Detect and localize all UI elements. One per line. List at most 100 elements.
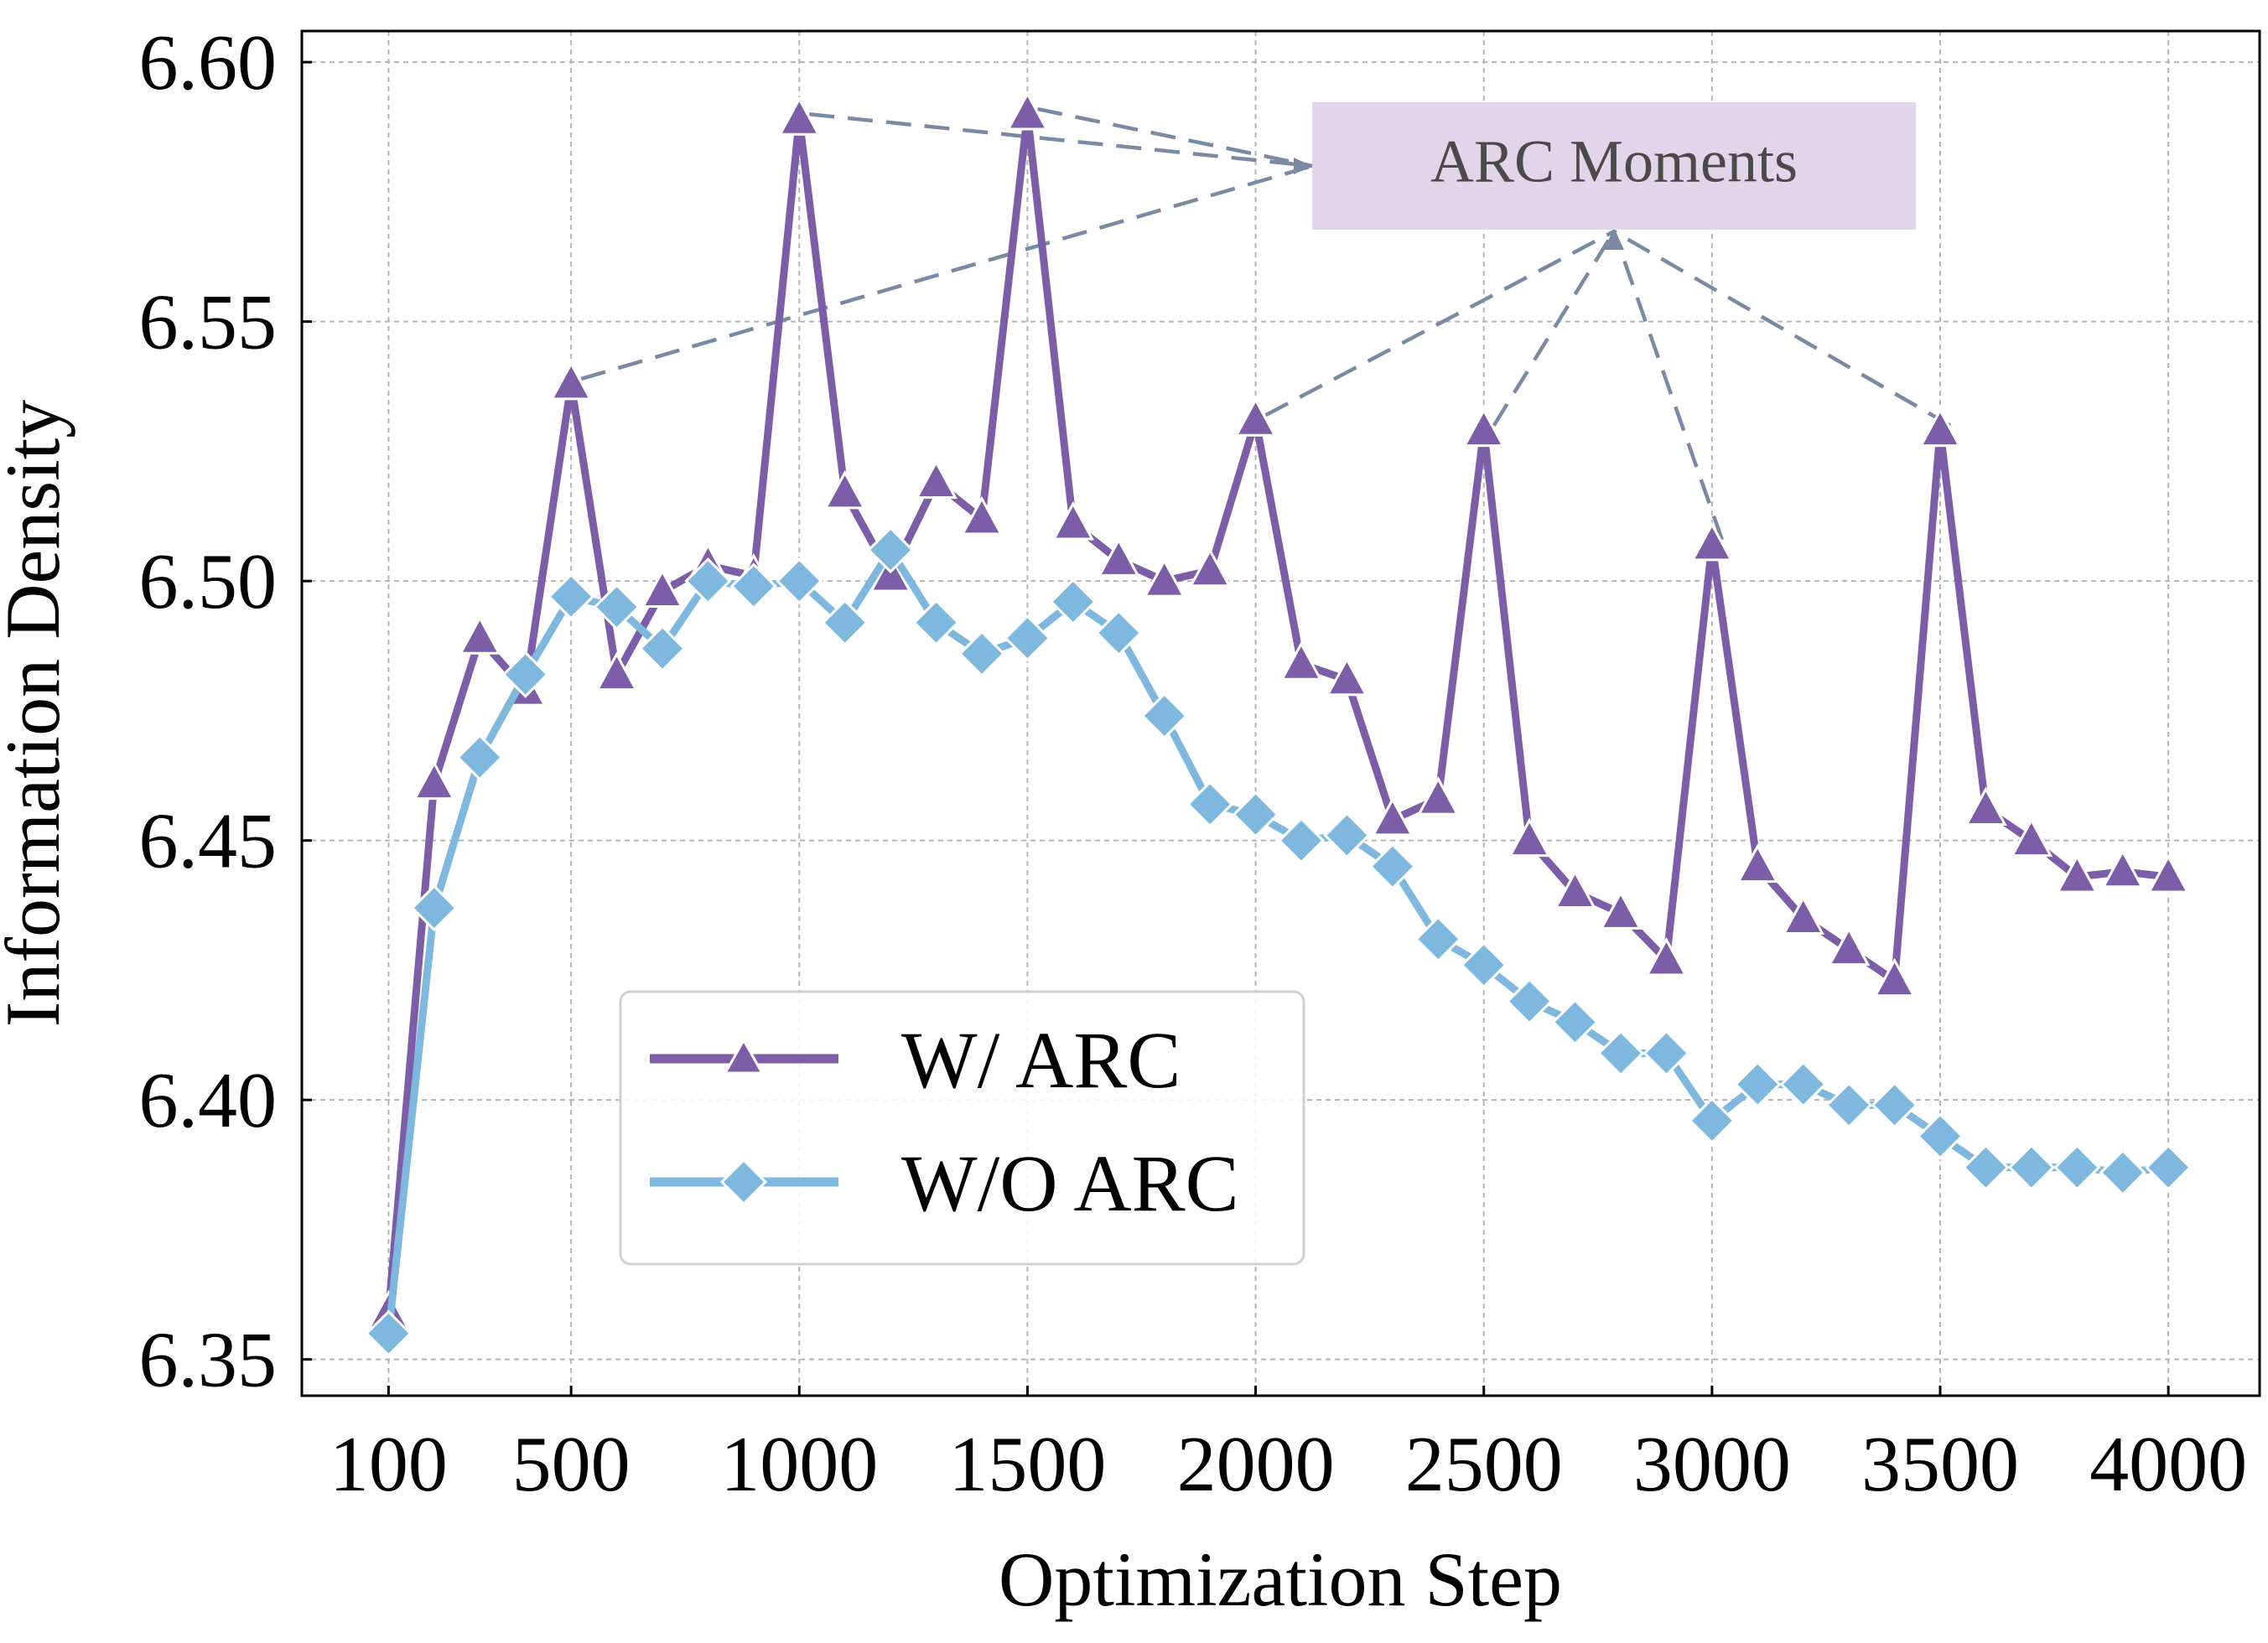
data-point-w-arc [1326,656,1368,697]
annotation-arrow [1036,106,1313,168]
data-point-w-o-arc [912,599,960,646]
annotation-arrow-head [1604,228,1624,250]
data-point-w-arc [1782,895,1825,936]
x-axis-label: Optimization Step [999,1537,1562,1622]
legend-label-w-o-arc: W/O ARC [901,1138,1239,1228]
series-layer [365,91,2193,1357]
data-point-w-o-arc [2099,1148,2146,1196]
data-point-w-arc [1371,796,1414,837]
data-point-w-arc [549,360,593,401]
y-tick-label: 6.40 [139,1057,278,1144]
data-point-w-o-arc [1277,816,1326,864]
y-tick-label: 6.60 [139,19,278,106]
data-point-w-o-arc [1506,977,1554,1025]
x-tick-label: 1000 [720,1421,878,1508]
data-point-w-arc [1143,558,1186,598]
data-point-w-arc [1416,775,1460,816]
data-point-w-arc [2010,817,2053,858]
series-line-w-arc [384,110,2169,1314]
data-point-w-arc [595,651,638,692]
data-point-w-o-arc [1004,614,1051,662]
legend: W/ ARC W/O ARC [619,990,1305,1266]
data-point-w-arc [960,495,1004,536]
data-point-w-o-arc [1688,1096,1736,1145]
data-point-w-arc [2101,848,2145,889]
data-point-w-arc [823,469,867,510]
annotation-box [1312,102,1916,230]
data-point-w-arc [1006,91,1049,131]
data-point-w-arc [1827,926,1871,967]
data-point-w-arc [1873,957,1916,998]
data-point-w-arc [1690,521,1734,562]
y-tick-label: 6.55 [139,279,278,366]
data-point-w-arc [413,760,456,801]
data-point-w-o-arc [1643,1029,1690,1077]
legend-marker-w-arc [723,1037,765,1075]
data-point-w-o-arc [1779,1060,1827,1108]
annotation-arrow [1612,230,1952,428]
data-point-w-arc [1234,397,1277,437]
data-point-w-o-arc [593,583,641,631]
axis-ticks: 100 500 1000 1500 2000 2500 3000 3500 4000 6.35 6.… [139,19,2248,1508]
data-point-w-arc [1279,641,1323,681]
data-point-w-o-arc [501,650,549,698]
data-point-w-arc [1188,547,1232,588]
data-point-w-arc [1051,500,1095,541]
x-tick-label: 2500 [1405,1421,1563,1508]
x-tick-label: 100 [330,1421,448,1508]
data-point-w-o-arc [821,599,869,646]
data-point-w-o-arc [1734,1060,1782,1108]
data-point-w-arc [1964,786,2007,827]
x-tick-label: 2000 [1177,1421,1335,1508]
data-point-w-o-arc [1095,609,1143,657]
data-point-w-o-arc [1186,780,1234,828]
legend-item-w-o-arc: W/O ARC [650,1138,1239,1228]
data-point-w-o-arc [1368,842,1416,890]
data-point-w-o-arc [548,573,595,620]
data-point-w-arc [1645,936,1688,977]
data-point-w-arc [641,568,684,609]
data-point-w-arc [1554,869,1596,910]
x-tick-label: 3000 [1633,1421,1791,1508]
y-tick-label: 6.50 [139,538,278,625]
data-point-w-o-arc [867,526,915,574]
data-point-w-o-arc [684,557,732,605]
data-point-w-o-arc [1962,1143,2010,1191]
annotation-arrows [580,106,1952,541]
data-point-w-arc [1097,537,1140,577]
legend-item-w-arc: W/ ARC [650,1015,1181,1105]
data-point-w-arc [1736,843,1779,884]
x-tick-label: 1500 [948,1421,1106,1508]
annotation: ARC Moments [1312,102,1916,230]
data-point-w-o-arc [1871,1081,1918,1129]
data-point-w-o-arc [1596,1029,1645,1077]
legend-marker-w-o-arc [719,1158,768,1206]
x-tick-label: 3500 [1861,1421,2019,1508]
annotation-arrow [1264,230,1616,417]
data-point-w-o-arc [729,562,777,610]
annotation-arrow-head [1294,158,1312,174]
data-point-w-o-arc [1916,1112,1964,1160]
data-point-w-o-arc [2007,1143,2055,1191]
annotation-arrow [1611,231,1724,541]
series-w-arc [367,91,2190,1329]
x-tick-label: 4000 [2089,1421,2247,1508]
data-point-w-o-arc [410,884,458,932]
y-axis-label: Information Density [0,400,75,1028]
data-point-w-o-arc [2053,1143,2101,1191]
annotation-arrow [809,111,1313,168]
data-point-w-arc [915,459,958,500]
legend-label-w-arc: W/ ARC [901,1015,1181,1105]
data-point-w-arc [1599,890,1643,930]
data-point-w-arc [2146,853,2190,894]
data-point-w-o-arc [1140,692,1188,740]
x-tick-label: 500 [512,1421,631,1508]
data-point-w-arc [1462,407,1506,448]
data-point-w-arc [1508,817,1551,858]
y-tick-label: 6.45 [139,798,278,885]
data-point-w-o-arc [1323,811,1371,859]
plot-frame [300,29,2261,1397]
data-point-w-o-arc [1049,578,1097,626]
